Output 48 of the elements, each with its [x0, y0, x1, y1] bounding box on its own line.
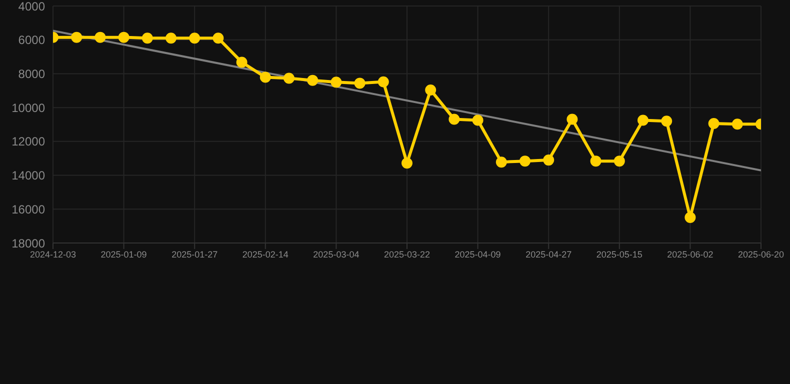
point	[732, 118, 743, 130]
point	[590, 156, 602, 167]
point	[448, 114, 460, 125]
x-tick-label: 2025-06-20	[738, 249, 784, 260]
x-tick-label: 2025-01-09	[100, 249, 147, 260]
point	[212, 32, 224, 44]
x-tick-label: 2025-06-02	[667, 249, 714, 260]
point	[118, 32, 130, 43]
point	[260, 72, 271, 83]
y-tick-label: 6000	[18, 33, 46, 48]
x-tick-label: 2025-05-15	[596, 249, 642, 260]
point	[566, 114, 578, 125]
point	[661, 116, 672, 127]
point	[71, 32, 82, 43]
point	[425, 84, 436, 96]
y-tick-label: 16000	[12, 202, 46, 216]
y-tick-label: 10000	[12, 100, 46, 115]
point	[142, 32, 153, 44]
x-tick-label: 2025-04-09	[454, 249, 501, 260]
x-tick-label: 2025-03-04	[313, 249, 360, 260]
x-tick-label: 2025-03-22	[384, 249, 430, 260]
y-tick-label: 8000	[18, 66, 46, 81]
point	[94, 32, 106, 43]
x-tick-label: 2025-04-27	[526, 249, 572, 260]
point	[496, 156, 507, 168]
y-tick-label: 4000	[18, 0, 46, 14]
point	[520, 156, 530, 167]
y-tick-label: 18000	[12, 236, 46, 250]
point	[307, 74, 318, 86]
x-tick-label: 2025-01-27	[172, 249, 218, 260]
point	[472, 114, 484, 126]
point	[638, 114, 648, 126]
point	[614, 156, 625, 167]
point	[330, 76, 342, 88]
point	[402, 158, 412, 169]
point	[684, 212, 696, 223]
point	[236, 56, 248, 68]
y-tick-label: 14000	[12, 168, 46, 183]
point	[543, 154, 554, 166]
y-tick-label: 12000	[12, 134, 46, 149]
x-tick-label: 2024-12-03	[30, 249, 76, 260]
x-tick-label: 2025-02-14	[242, 249, 288, 260]
point	[354, 78, 366, 89]
point	[708, 118, 720, 129]
point	[189, 32, 200, 44]
point	[166, 32, 176, 44]
point	[284, 72, 294, 84]
point	[378, 76, 389, 88]
